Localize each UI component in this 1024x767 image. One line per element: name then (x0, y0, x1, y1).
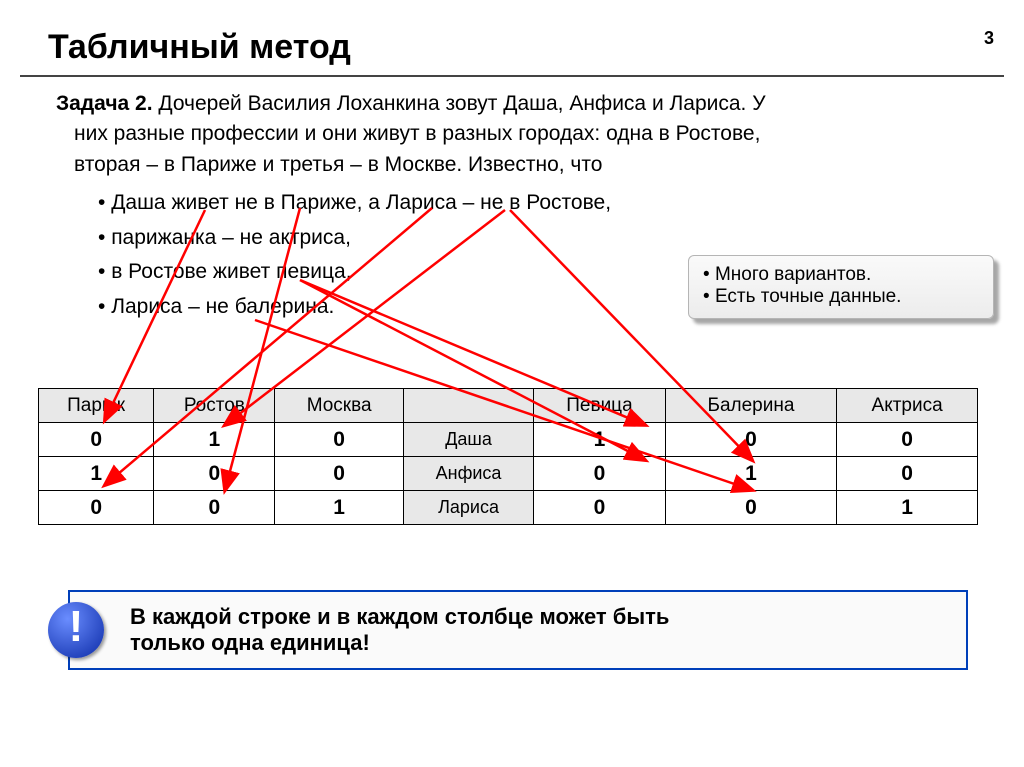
condition-item: Даша живет не в Париже, а Лариса – не в … (98, 186, 984, 220)
cell: 0 (837, 457, 978, 491)
cell: 1 (275, 491, 403, 525)
cell: 0 (275, 457, 403, 491)
cell: 0 (837, 423, 978, 457)
table-row: 0 0 1 Лариса 0 0 1 (39, 491, 978, 525)
cell: 0 (39, 423, 154, 457)
cell: 0 (534, 491, 665, 525)
note-box: ! В каждой строке и в каждом столбце мож… (68, 590, 968, 670)
note-text-1: В каждой строке и в каждом столбце может… (130, 604, 946, 630)
col-header: Певица (534, 389, 665, 423)
callout-box: Много вариантов. Есть точные данные. (688, 255, 994, 319)
col-header: Москва (275, 389, 403, 423)
cell: 0 (665, 491, 837, 525)
cell: 1 (837, 491, 978, 525)
cell: 0 (665, 423, 837, 457)
col-header-empty (403, 389, 533, 423)
col-header: Ростов (154, 389, 275, 423)
cell: 0 (275, 423, 403, 457)
page-number: 3 (984, 28, 994, 49)
table-header-row: Париж Ростов Москва Певица Балерина Актр… (39, 389, 978, 423)
cell: 0 (39, 491, 154, 525)
exclamation-icon: ! (48, 602, 104, 658)
task-label: Задача 2. (56, 92, 153, 115)
row-name: Даша (403, 423, 533, 457)
cell: 1 (39, 457, 154, 491)
row-name: Лариса (403, 491, 533, 525)
task-text-1: Дочерей Василия Лоханкина зовут Даша, Ан… (153, 92, 766, 115)
col-header: Балерина (665, 389, 837, 423)
col-header: Париж (39, 389, 154, 423)
cell: 1 (534, 423, 665, 457)
condition-item: парижанка – не актриса, (98, 221, 984, 255)
cell: 0 (154, 457, 275, 491)
page-title: Табличный метод (0, 0, 1024, 75)
callout-item: Есть точные данные. (703, 286, 979, 308)
col-header: Актриса (837, 389, 978, 423)
cell: 0 (154, 491, 275, 525)
cell: 0 (534, 457, 665, 491)
row-name: Анфиса (403, 457, 533, 491)
logic-table: Париж Ростов Москва Певица Балерина Актр… (38, 388, 978, 525)
table-row: 1 0 0 Анфиса 0 1 0 (39, 457, 978, 491)
table-row: 0 1 0 Даша 1 0 0 (39, 423, 978, 457)
note-text-2: только одна единица! (130, 630, 946, 656)
callout-item: Много вариантов. (703, 264, 979, 286)
task-text-2: них разные профессии и они живут в разны… (56, 119, 984, 149)
cell: 1 (154, 423, 275, 457)
cell: 1 (665, 457, 837, 491)
task-text-3: вторая – в Париже и третья – в Москве. И… (56, 150, 984, 180)
